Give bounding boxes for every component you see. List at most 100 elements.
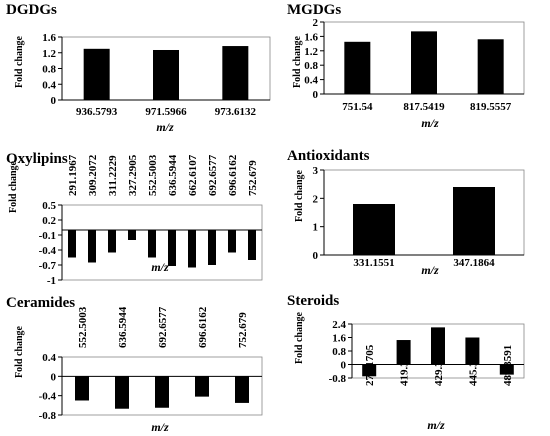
y-tick-label: 1.6 [332,333,346,345]
bar [431,327,445,365]
bar [115,376,129,409]
y-axis-label: Fold change [294,169,305,222]
category-label: 751.54 [342,101,373,113]
bar [477,39,504,94]
y-tick-label: 0.4 [304,75,318,87]
bar [75,376,89,401]
bar [362,364,377,377]
bar [83,48,110,100]
chart-panel-dgdgs: DGDGs 1.6 1.2 0.8 0.4 0 936.5793 971.5966 973.61… [6,2,271,134]
category-label: 752.679 [247,160,259,196]
bar [411,31,437,94]
y-tick-label: 0.5 [42,200,56,212]
x-axis-label: m/z [421,116,439,130]
category-label: 817.5419 [403,101,445,113]
y-axis-label: Fold change [294,311,305,364]
bar [155,376,169,408]
category-label: 636.5944 [167,154,179,196]
bar [128,230,136,240]
category-label: 311.2229 [107,155,119,196]
bar [108,230,116,253]
bar [228,230,236,253]
bar [465,337,480,365]
y-tick-label: -0.7 [39,260,57,272]
y-tick-label: 0 [51,371,57,383]
category-label: 271.1705 [364,344,376,386]
category-label: 552.5003 [77,306,89,348]
category-label: 309.2072 [87,154,99,196]
y-axis-label: Fold change [292,35,303,88]
chart-panel-oxylipins: Oxylipins 0.5 0.2 -0.1 -0.4 -0.7 -1 291.1967 309… [6,151,263,287]
y-tick-label: 1.6 [42,32,56,44]
bar [188,230,196,268]
bar [68,230,76,258]
category-label: 973.6132 [215,106,257,118]
y-axis-label: Fold change [14,35,25,88]
category-label: 429.374 [433,350,445,386]
category-label: 552.5003 [147,154,159,196]
category-label: 696.6162 [197,306,209,348]
bar [168,230,176,266]
bar [208,230,216,265]
category-label: 819.5557 [470,101,512,113]
category-label: 936.5793 [76,106,118,118]
bar [195,376,209,397]
x-axis-label: m/z [151,420,169,434]
y-tick-label: -0.4 [39,391,57,403]
chart-title: Ceramides [6,295,75,311]
chart-title: Oxylipins [6,151,68,167]
y-tick-label: 0.8 [332,346,346,358]
chart-panel-steroids: Steroids 2.4 1.60.8 0-0.8 271.1705 419.3294 42… [287,293,525,432]
category-label: 419.3294 [399,344,411,386]
category-label: 445.3246 [467,344,479,386]
category-label: 696.6162 [227,154,239,196]
bar [88,230,96,263]
category-label: 636.5944 [117,306,129,348]
category-label: 692.6577 [207,154,219,196]
bar [248,230,256,260]
y-tick-label: 0 [313,89,319,101]
y-tick-label: 0.8 [304,60,318,72]
y-tick-label: -1 [47,275,56,287]
bar [453,187,495,255]
category-label: 692.6577 [157,306,169,348]
y-tick-label: 2 [313,17,319,29]
chart-title: Steroids [287,293,339,309]
y-axis-label: Fold change [8,160,19,213]
y-tick-label: 1.2 [304,46,318,58]
y-tick-label: -0.1 [39,230,56,242]
category-label: 489.3591 [502,345,514,386]
x-axis-label: m/z [427,418,445,432]
bar [396,340,411,365]
y-tick-label: 1 [313,222,319,234]
chart-panel-ceramides: Ceramides 0.4 0 -0.4 -0.8 552.5003 636.5944 692… [6,295,263,434]
chart-title: MGDGs [287,2,341,18]
chart-title: Antioxidants [287,148,370,164]
y-tick-label: 0.4 [42,352,56,364]
bar [153,49,179,100]
category-label: 327.2905 [127,154,139,196]
category-label: 331.1551 [353,257,394,269]
chart-title: DGDGs [6,2,57,18]
x-axis-label: m/z [156,120,174,134]
y-tick-label: -0.8 [39,410,57,422]
y-axis-label: Fold change [14,325,25,378]
x-axis-label: m/z [421,263,439,277]
category-label: 291.1967 [67,154,79,196]
y-tick-label: 2.4 [332,319,346,331]
bar [235,376,249,403]
category-label: 971.5966 [145,106,187,118]
y-tick-label: 0 [341,360,347,372]
category-label: 347.1864 [453,257,495,269]
y-tick-label: 0 [313,250,319,262]
y-tick-label: 0.2 [42,215,56,227]
y-tick-label: 1.2 [42,48,56,60]
bar [222,46,249,100]
x-axis-label: m/z [151,260,169,274]
y-tick-label: 1.6 [304,31,318,43]
y-tick-label: 0 [51,95,57,107]
bar [499,364,514,375]
category-label: 662.6107 [187,154,199,196]
